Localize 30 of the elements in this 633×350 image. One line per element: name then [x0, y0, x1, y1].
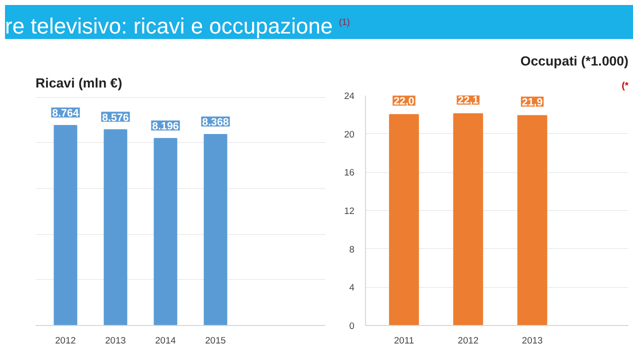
data-label: 8.196 [152, 120, 179, 132]
x-tick-label: 2011 [394, 336, 414, 346]
bar [54, 125, 78, 326]
x-tick-label: 2012 [55, 336, 76, 346]
data-label: 22,0 [394, 96, 414, 108]
x-tick-label: 2012 [458, 336, 479, 346]
text: (* [622, 80, 629, 90]
y-tick-label: 8 [349, 244, 355, 254]
data-label: 21,9 [522, 96, 543, 109]
x-tick-label: 2013 [105, 336, 126, 346]
data-label: 8.368 [202, 116, 229, 129]
y-tick-label: 16 [344, 168, 355, 178]
data-label: 22,1 [458, 94, 479, 107]
y-tick-label: 24 [344, 91, 355, 101]
x-tick-label: 2015 [205, 336, 226, 346]
bar [204, 134, 228, 326]
y-tick-label: 20 [344, 129, 355, 140]
y-tick-label: 4 [349, 282, 355, 293]
text: (1) [338, 17, 350, 27]
data-label: 8.576 [102, 112, 129, 124]
data-label: 8.764 [52, 108, 79, 120]
x-tick-label: 2014 [155, 336, 176, 346]
x-tick-label: 2013 [522, 336, 543, 346]
chart-subtitle: Ricavi (mln €) [36, 76, 122, 90]
y-tick-label: 0 [349, 321, 355, 331]
bar [154, 138, 178, 326]
chart-title: re televisivo: ricavi e occupazione [5, 13, 333, 38]
y-tick-label: 12 [344, 206, 355, 216]
bar [104, 129, 128, 326]
chart-title: Occupati (*1.000) [520, 54, 629, 68]
